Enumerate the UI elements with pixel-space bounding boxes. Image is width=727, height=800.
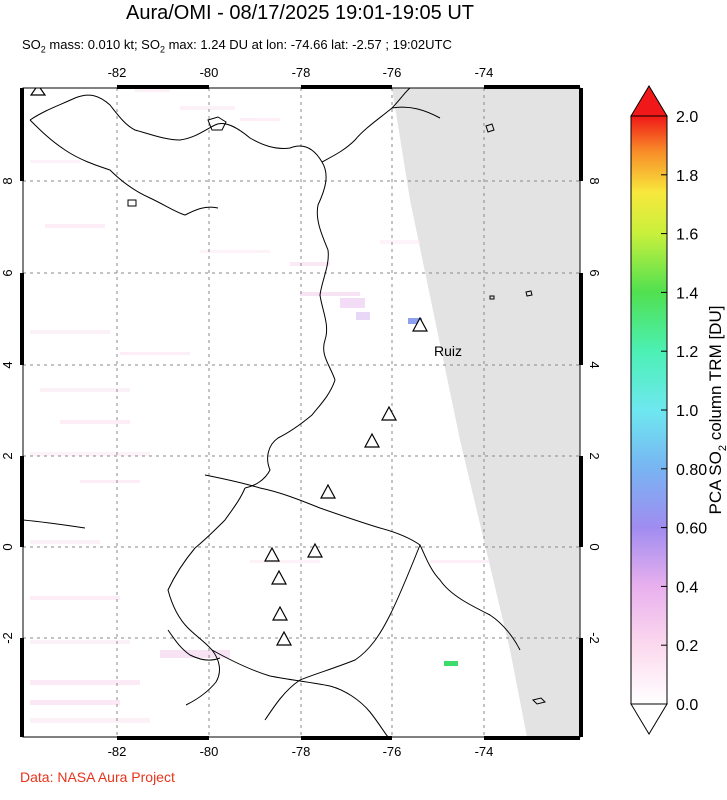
volcano-label-ruiz: Ruiz — [434, 343, 462, 359]
svg-text:-82: -82 — [108, 744, 127, 759]
so2-pixel-green — [444, 661, 458, 666]
svg-text:6: 6 — [0, 269, 15, 276]
svg-text:-76: -76 — [383, 744, 402, 759]
svg-text:-82: -82 — [108, 65, 127, 80]
svg-text:1.4: 1.4 — [676, 285, 698, 302]
svg-text:0.2: 0.2 — [676, 638, 698, 655]
svg-text:1.8: 1.8 — [676, 168, 698, 185]
svg-text:-78: -78 — [292, 65, 311, 80]
so2-summary: SO2 mass: 0.010 kt; SO2 max: 1.24 DU at … — [22, 37, 452, 55]
svg-text:1.0: 1.0 — [676, 403, 698, 420]
svg-text:6: 6 — [587, 269, 602, 276]
data-credit: Data: NASA Aura Project — [20, 769, 175, 785]
map-title: Aura/OMI - 08/17/2025 19:01-19:05 UT — [126, 2, 474, 24]
volcano-icon — [271, 605, 289, 621]
volcano-icon — [319, 483, 337, 499]
svg-text:-2: -2 — [587, 632, 602, 644]
volcano-icon — [275, 630, 293, 646]
svg-text:0.80: 0.80 — [676, 462, 707, 479]
lon-labels-top: -82 -80 -78 -76 -74 — [108, 65, 494, 80]
svg-text:-78: -78 — [292, 744, 311, 759]
coastlines — [23, 88, 521, 737]
svg-text:4: 4 — [0, 361, 15, 368]
svg-text:0: 0 — [587, 543, 602, 550]
so2-swath-streaks — [30, 88, 490, 723]
svg-text:8: 8 — [0, 177, 15, 184]
colorbar-ticks: 2.0 1.8 1.6 1.4 1.2 1.0 0.80 0.60 0.4 0.… — [676, 109, 707, 714]
colorbar-max-arrow — [630, 85, 668, 117]
colorbar-label: PCA SO2 column TRM [DU] — [706, 306, 727, 515]
svg-text:0.4: 0.4 — [676, 579, 698, 596]
so2-pixel-blue — [408, 318, 422, 324]
islands — [127, 116, 546, 705]
lat-labels-right: 8 6 4 2 0 -2 — [587, 177, 602, 643]
lat-labels-left: 8 6 4 2 0 -2 — [0, 177, 15, 643]
volcano-icon — [306, 542, 324, 558]
colorbar: 2.0 1.8 1.6 1.4 1.2 1.0 0.80 0.60 0.4 0.… — [630, 85, 727, 735]
svg-text:1.2: 1.2 — [676, 344, 698, 361]
volcano-icon — [411, 316, 429, 332]
volcano-icon — [270, 569, 288, 585]
svg-text:2: 2 — [0, 452, 15, 459]
volcano-icon — [263, 546, 281, 562]
volcano-icon — [29, 88, 47, 96]
volcano-icon — [363, 432, 381, 448]
svg-text:-76: -76 — [383, 65, 402, 80]
no-data-region — [392, 88, 580, 737]
svg-text:-80: -80 — [200, 65, 219, 80]
svg-text:2.0: 2.0 — [676, 109, 698, 126]
svg-text:-74: -74 — [475, 744, 494, 759]
svg-text:0.60: 0.60 — [676, 521, 707, 538]
svg-text:-74: -74 — [475, 65, 494, 80]
svg-text:0: 0 — [0, 543, 15, 550]
frame-ticks — [20, 85, 583, 740]
svg-text:2: 2 — [587, 452, 602, 459]
volcano-markers — [29, 88, 429, 646]
svg-text:1.6: 1.6 — [676, 227, 698, 244]
svg-text:8: 8 — [587, 177, 602, 184]
svg-text:-2: -2 — [0, 632, 15, 644]
svg-text:0.0: 0.0 — [676, 697, 698, 714]
lon-labels-bottom: -82 -80 -78 -76 -74 — [108, 744, 494, 759]
svg-text:4: 4 — [587, 361, 602, 368]
volcano-icon — [380, 405, 398, 421]
svg-text:-80: -80 — [200, 744, 219, 759]
colorbar-min-arrow — [630, 703, 668, 735]
